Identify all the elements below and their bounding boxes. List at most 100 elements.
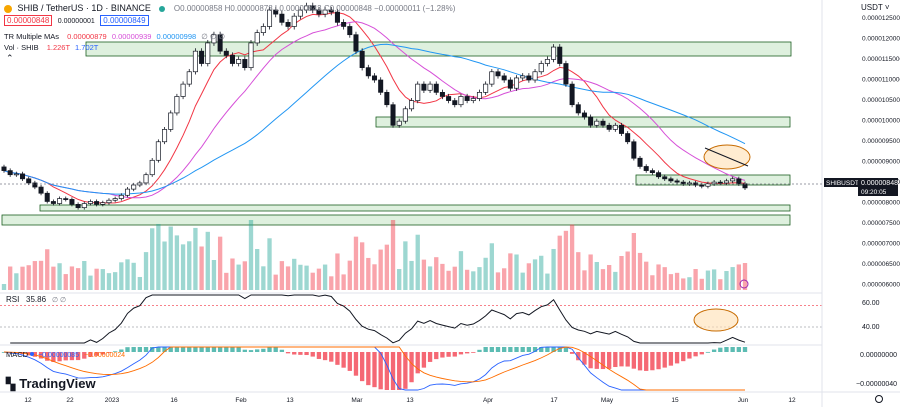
candle-body — [439, 92, 445, 97]
gear-icon[interactable] — [875, 395, 883, 403]
macd-histogram-bar — [38, 352, 44, 359]
candle-body — [174, 96, 180, 114]
volume-bar — [168, 226, 173, 290]
ma-settings[interactable]: ∅ ∅ ∅ — [201, 32, 226, 41]
candle-body — [260, 26, 266, 33]
vol-label: Vol · SHIB — [4, 43, 39, 52]
tradingview-logo[interactable]: ▚ TradingView — [6, 376, 96, 391]
candle-body — [20, 173, 26, 180]
volume-bar — [526, 263, 532, 290]
macd-histogram-bar — [687, 352, 692, 359]
currency-selector[interactable]: USDT ˅ — [861, 3, 890, 12]
macd-histogram-bar — [137, 347, 143, 352]
macd-histogram-bar — [471, 352, 476, 353]
currency-label[interactable]: USDT — [861, 3, 883, 12]
macd-histogram-bar — [322, 352, 328, 361]
candle-body — [205, 42, 211, 64]
spread-value: 0.00000001 — [57, 18, 95, 25]
candle-body — [680, 181, 686, 185]
rsi-settings[interactable]: ∅ ∅ — [52, 297, 66, 304]
macd-histogram-bar — [557, 347, 562, 352]
candle-body — [495, 71, 501, 77]
candle-body — [390, 104, 396, 126]
rsi-tick-40: 40.00 — [862, 324, 880, 331]
volume-bar — [471, 271, 476, 290]
macd-histogram-bar — [508, 347, 513, 352]
price-tick-label: 0.00001000000 — [862, 118, 900, 125]
macd-histogram-bar — [63, 352, 68, 361]
volume-bar — [137, 276, 143, 290]
volume-bar — [427, 266, 433, 290]
time-axis[interactable]: 12 22 2023 16 Feb 13 Mar 13 Apr 17 May 15 Jun 12 — [24, 397, 796, 404]
candle-body — [378, 79, 384, 93]
volume-bar — [656, 264, 661, 290]
macd-histogram-bar — [310, 352, 315, 357]
volume-bar — [600, 269, 606, 290]
candle-body — [229, 54, 235, 64]
volume-bar — [378, 249, 383, 290]
support-resistance-zones[interactable] — [1, 41, 792, 226]
time-tick-label: 13 — [286, 397, 294, 404]
candle-body — [124, 188, 131, 196]
macd-histogram-bar — [341, 352, 346, 368]
macd-histogram-bar — [489, 347, 494, 352]
macd-histogram-bar — [174, 347, 180, 352]
candle-body — [427, 83, 433, 91]
candle-body — [637, 157, 643, 167]
volume-bar — [681, 278, 686, 290]
macd-histogram-bar — [279, 349, 285, 352]
macd-histogram-bar — [464, 352, 470, 354]
macd-histogram-bar — [168, 347, 173, 352]
rsi-label: RSI — [6, 295, 19, 304]
volume-bar — [397, 269, 402, 290]
volume-bars — [1, 220, 748, 290]
volume-bar — [730, 267, 735, 290]
price-axis[interactable]: 0.00001250000 0.00001200000 0.00001150000 0… — [862, 15, 900, 289]
volume-bar — [230, 258, 235, 290]
vol-value-2: 1.702T — [75, 43, 99, 52]
time-tick-label: Mar — [351, 397, 363, 404]
volume-bar — [316, 268, 322, 290]
volume-alert-icon[interactable] — [739, 279, 749, 289]
volume-bar — [273, 274, 278, 290]
rsi-highlight-ellipse[interactable] — [693, 308, 739, 332]
volume-bar — [156, 223, 161, 290]
volume-bar — [57, 263, 62, 290]
volume-bar — [483, 257, 488, 290]
volume-bar — [38, 260, 44, 290]
bid-price-button[interactable]: 0.00000848 — [4, 15, 53, 26]
collapse-chevron-icon[interactable]: ⌃ — [6, 53, 14, 63]
candle-body — [631, 141, 637, 159]
macd-histogram-bar — [545, 347, 550, 352]
macd-value-1: −0.00000085 — [38, 352, 79, 359]
zone-rect-0 — [85, 41, 792, 57]
candle-body — [563, 63, 569, 85]
macd-histogram-bar — [255, 349, 260, 352]
candle-body — [526, 75, 532, 81]
macd-histogram-bar — [477, 349, 482, 352]
candle-body — [723, 180, 729, 184]
symbol-row[interactable]: SHIB / TetherUS · 1D · BINANCE O0.000008… — [4, 3, 455, 13]
ma-legend[interactable]: TR Multiple MAs 0.00000879 0.00000939 0.… — [4, 32, 225, 41]
volume-bar — [205, 231, 210, 290]
ask-price-button[interactable]: 0.00000849 — [100, 15, 149, 26]
macd-histogram-bar — [94, 352, 99, 356]
candle-body — [162, 129, 168, 143]
macd-histogram-bar — [434, 352, 439, 360]
macd-histogram-bar — [514, 347, 519, 352]
market-status-icon — [159, 5, 166, 12]
candle-body — [341, 22, 347, 27]
candle-body — [273, 9, 279, 15]
volume-bar — [613, 271, 618, 290]
volume-bar — [162, 241, 167, 290]
macd-histogram-bar — [316, 352, 322, 359]
symbol-title[interactable]: SHIB / TetherUS · 1D · BINANCE — [17, 3, 151, 13]
volume-legend[interactable]: Vol · SHIB 1.226T 1.702T — [4, 43, 98, 52]
bid-ask-row[interactable]: 0.00000848 0.00000001 0.00000849 — [4, 15, 149, 26]
macd-histogram-bar — [483, 347, 488, 352]
candle-body — [279, 13, 285, 23]
candle-body — [588, 116, 594, 126]
macd-histogram-bar — [267, 347, 272, 352]
volume-bar — [718, 279, 723, 290]
